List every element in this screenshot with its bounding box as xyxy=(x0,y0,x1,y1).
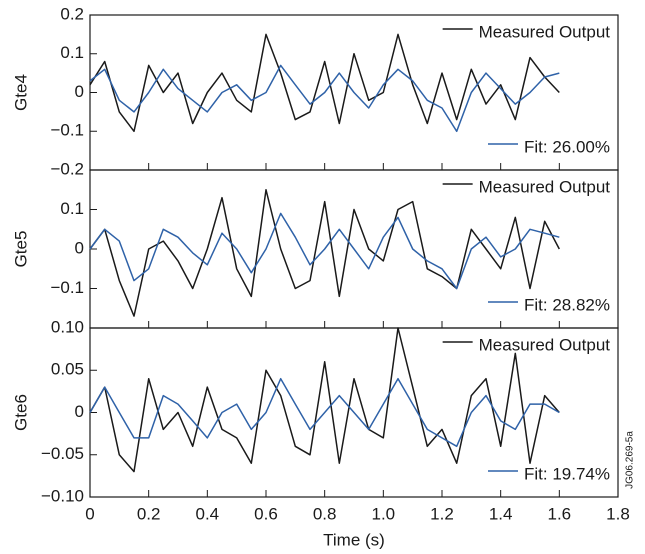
legend-label: Measured Output xyxy=(479,22,611,41)
x-tick-label: 1.6 xyxy=(548,504,572,523)
x-tick-label: 0 xyxy=(85,504,94,523)
y-tick-label: 0.1 xyxy=(60,199,84,218)
series-line xyxy=(89,33,560,133)
y-tick-label: 0 xyxy=(75,402,84,421)
x-tick-label: 0.8 xyxy=(313,504,337,523)
legend-label: Fit: 28.82% xyxy=(524,295,610,314)
x-tick-label: 1.4 xyxy=(489,504,513,523)
x-tick-label: 1.8 xyxy=(606,504,630,523)
y-tick-label: −0.05 xyxy=(41,444,84,463)
x-tick-label: 1.2 xyxy=(430,504,454,523)
y-tick-label: −0.1 xyxy=(50,121,84,140)
series-line xyxy=(89,377,560,448)
y-tick-label: 0.2 xyxy=(60,4,84,23)
annotation: JG06.269-5a xyxy=(625,431,636,489)
series-line xyxy=(89,212,560,290)
x-tick-label: 0.6 xyxy=(254,504,278,523)
y-tick-label: 0.1 xyxy=(60,43,84,62)
series-line xyxy=(89,64,560,133)
y-axis-label: Gte6 xyxy=(11,394,30,431)
series-line xyxy=(89,189,560,317)
legend-label: Fit: 26.00% xyxy=(524,137,610,156)
y-tick-label: 0.10 xyxy=(51,317,84,336)
y-axis-label: Gte5 xyxy=(11,231,30,268)
y-tick-label: 0.05 xyxy=(51,360,84,379)
y-tick-label: −0.10 xyxy=(41,486,84,505)
x-tick-label: 0.4 xyxy=(196,504,220,523)
x-tick-label: 0.2 xyxy=(137,504,161,523)
series-line xyxy=(89,327,560,473)
x-axis-label: Time (s) xyxy=(323,530,385,549)
y-tick-label: 0 xyxy=(75,82,84,101)
y-axis-label: Gte4 xyxy=(11,74,30,111)
x-tick-label: 1.0 xyxy=(372,504,396,523)
legend-label: Measured Output xyxy=(479,177,611,196)
y-tick-label: 0 xyxy=(75,238,84,257)
y-tick-label: −0.1 xyxy=(50,278,84,297)
y-tick-label: −0.2 xyxy=(50,159,84,178)
legend-label: Fit: 19.74% xyxy=(524,464,610,483)
legend-label: Measured Output xyxy=(479,335,611,354)
